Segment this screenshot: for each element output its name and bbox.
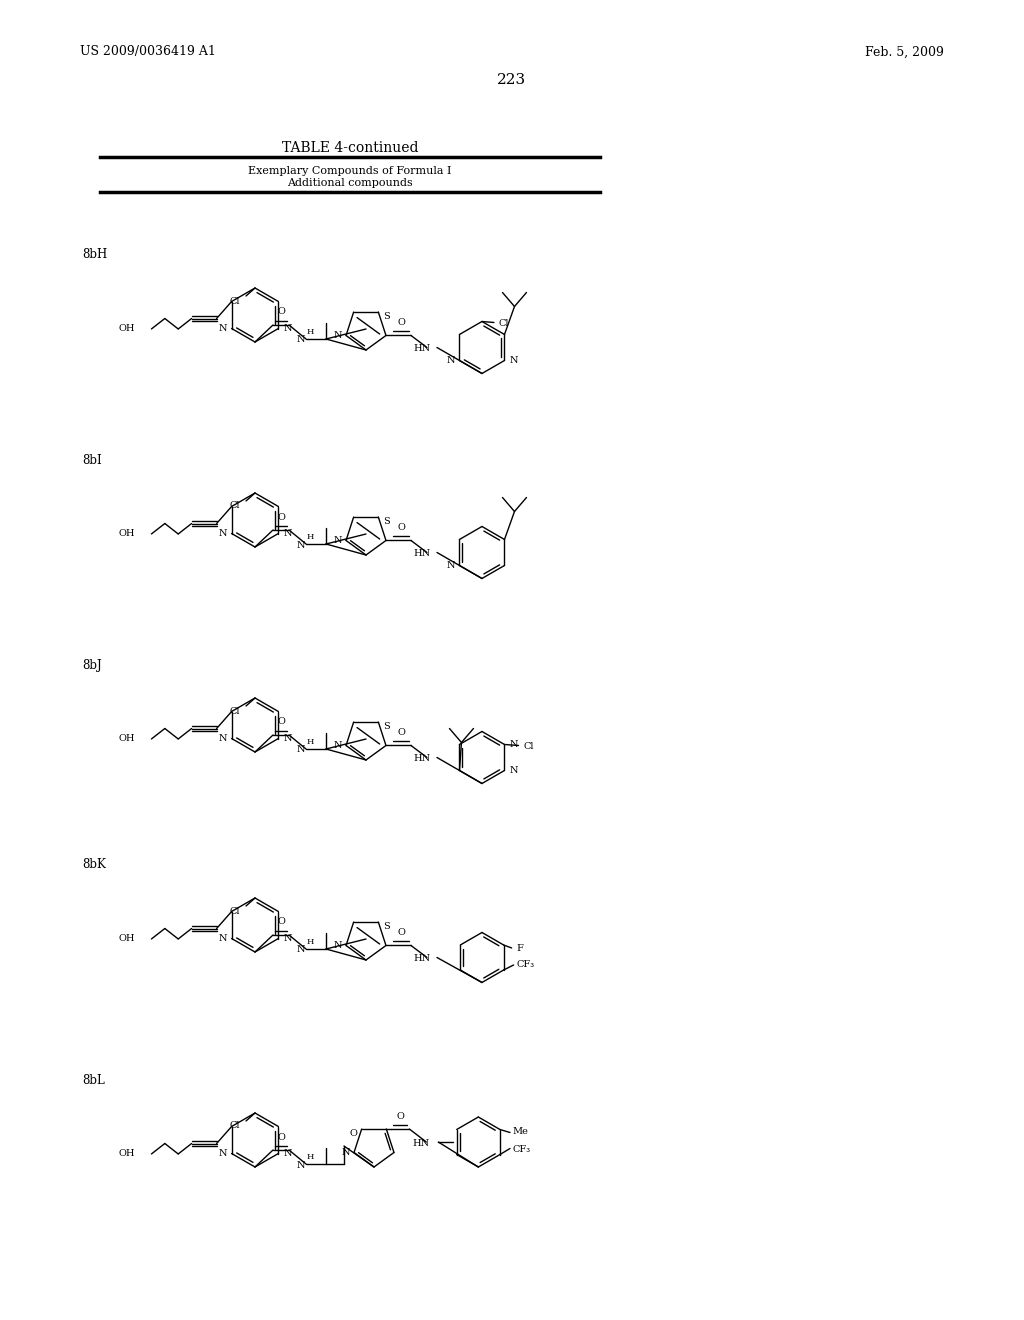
Text: HN: HN	[413, 1139, 430, 1147]
Text: N: N	[297, 335, 305, 345]
Text: N: N	[218, 1148, 227, 1158]
Text: N: N	[509, 741, 518, 748]
Text: OH: OH	[119, 935, 135, 944]
Text: N: N	[283, 529, 292, 539]
Text: S: S	[383, 312, 390, 321]
Text: S: S	[383, 921, 390, 931]
Text: US 2009/0036419 A1: US 2009/0036419 A1	[80, 45, 216, 58]
Text: H: H	[306, 939, 313, 946]
Text: H: H	[306, 533, 313, 541]
Text: Exemplary Compounds of Formula I: Exemplary Compounds of Formula I	[248, 166, 452, 176]
Text: O: O	[397, 318, 404, 327]
Text: O: O	[397, 928, 404, 937]
Text: N: N	[334, 941, 342, 950]
Text: N: N	[283, 323, 292, 333]
Text: CF₃: CF₃	[516, 961, 535, 969]
Text: O: O	[278, 308, 285, 317]
Text: N: N	[218, 529, 227, 539]
Text: 223: 223	[498, 73, 526, 87]
Text: H: H	[306, 327, 313, 337]
Text: N: N	[297, 540, 305, 549]
Text: TABLE 4-continued: TABLE 4-continued	[282, 141, 418, 154]
Text: Cl: Cl	[499, 319, 509, 327]
Text: Cl: Cl	[229, 297, 241, 305]
Text: N: N	[334, 741, 342, 750]
Text: O: O	[278, 718, 285, 726]
Text: Cl: Cl	[229, 1122, 241, 1130]
Text: Cl: Cl	[229, 706, 241, 715]
Text: H: H	[306, 1152, 313, 1162]
Text: Cl: Cl	[229, 907, 241, 916]
Text: HN: HN	[414, 754, 430, 763]
Text: F: F	[516, 945, 523, 953]
Text: N: N	[334, 536, 342, 545]
Text: S: S	[383, 516, 390, 525]
Text: S: S	[383, 722, 390, 730]
Text: Cl: Cl	[229, 502, 241, 511]
Text: O: O	[278, 1133, 285, 1142]
Text: N: N	[297, 945, 305, 954]
Text: OH: OH	[119, 1150, 135, 1159]
Text: O: O	[397, 729, 404, 737]
Text: N: N	[283, 935, 292, 942]
Text: N: N	[297, 746, 305, 755]
Text: 8bK: 8bK	[82, 858, 105, 871]
Text: N: N	[334, 331, 342, 341]
Text: Feb. 5, 2009: Feb. 5, 2009	[865, 45, 944, 58]
Text: N: N	[509, 356, 518, 366]
Text: HN: HN	[414, 954, 430, 964]
Text: N: N	[218, 935, 227, 942]
Text: N: N	[446, 356, 455, 366]
Text: O: O	[396, 1111, 404, 1121]
Text: N: N	[283, 1148, 292, 1158]
Text: Cl: Cl	[523, 742, 534, 751]
Text: 8bI: 8bI	[82, 454, 101, 466]
Text: N: N	[283, 734, 292, 743]
Text: Additional compounds: Additional compounds	[287, 178, 413, 187]
Text: H: H	[306, 738, 313, 746]
Text: N: N	[297, 1160, 305, 1170]
Text: N: N	[509, 766, 518, 775]
Text: CF₃: CF₃	[513, 1144, 531, 1154]
Text: 8bL: 8bL	[82, 1073, 104, 1086]
Text: HN: HN	[414, 549, 430, 558]
Text: OH: OH	[119, 529, 135, 539]
Text: Me: Me	[512, 1127, 528, 1137]
Text: O: O	[278, 917, 285, 927]
Text: OH: OH	[119, 325, 135, 334]
Text: O: O	[397, 523, 404, 532]
Text: N: N	[446, 561, 455, 570]
Text: 8bJ: 8bJ	[82, 659, 101, 672]
Text: N: N	[218, 734, 227, 743]
Text: 8bH: 8bH	[82, 248, 108, 261]
Text: N: N	[342, 1148, 350, 1158]
Text: O: O	[350, 1129, 357, 1138]
Text: HN: HN	[414, 345, 430, 352]
Text: N: N	[218, 323, 227, 333]
Text: O: O	[278, 512, 285, 521]
Text: OH: OH	[119, 734, 135, 743]
